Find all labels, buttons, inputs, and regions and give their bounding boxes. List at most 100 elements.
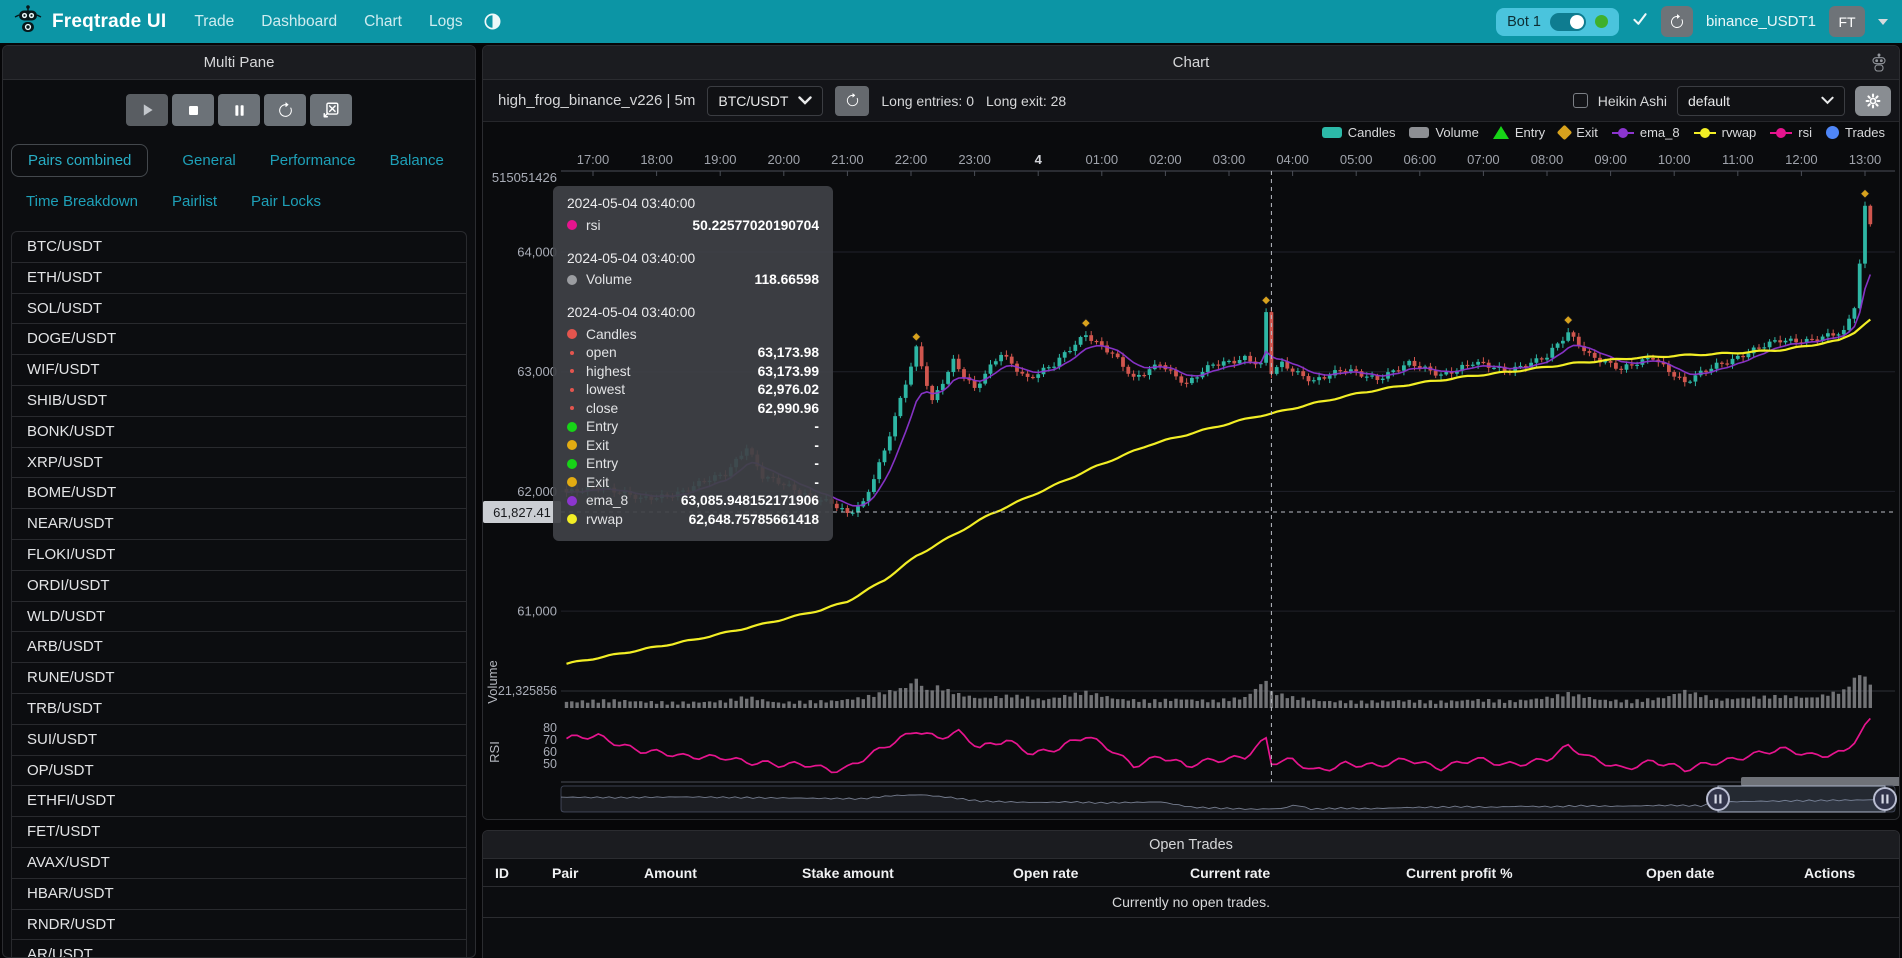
reload-button[interactable]	[264, 94, 306, 126]
legend-label: Exit	[1576, 125, 1598, 140]
plot-config-select[interactable]: default	[1677, 86, 1845, 116]
tab-pairlist[interactable]: Pairlist	[172, 186, 217, 217]
legend-item-exit[interactable]: Exit	[1559, 125, 1598, 140]
pair-row-doge[interactable]: DOGE/USDT	[12, 324, 466, 355]
plot-settings-button[interactable]	[1855, 86, 1891, 116]
chart-legend: Candles Volume Entry Exit ema_8 rvwap rsi Trade…	[1322, 125, 1885, 140]
pair-row-rune[interactable]: RUNE/USDT	[12, 663, 466, 694]
pair-row-btc[interactable]: BTC/USDT	[12, 232, 466, 263]
nav-link-logs[interactable]: Logs	[429, 13, 463, 31]
pair-row-bome[interactable]: BOME/USDT	[12, 478, 466, 509]
tooltip-row-highest: highest63,173.99	[567, 362, 819, 381]
tooltip-row-exit: Exit-	[567, 473, 819, 492]
legend-item-rvwap[interactable]: rvwap	[1694, 125, 1757, 140]
series-dot-icon	[570, 351, 574, 355]
brand[interactable]: Freqtrade UI	[14, 4, 166, 39]
pair-row-wld[interactable]: WLD/USDT	[12, 602, 466, 633]
pair-row-rndr[interactable]: RNDR/USDT	[12, 910, 466, 941]
column-header-actions: Actions	[1804, 865, 1855, 881]
close-all-panes-button[interactable]	[310, 94, 352, 126]
pair-row-near[interactable]: NEAR/USDT	[12, 509, 466, 540]
crosshair-price-badge: 61,827.41	[483, 501, 561, 523]
tab-pairs-combined[interactable]: Pairs combined	[11, 144, 148, 177]
legend-item-entry[interactable]: Entry	[1493, 125, 1545, 140]
pair-select[interactable]: BTC/USDT	[707, 86, 823, 116]
pair-row-fet[interactable]: FET/USDT	[12, 817, 466, 848]
pair-row-wif[interactable]: WIF/USDT	[12, 355, 466, 386]
tooltip-value: -	[814, 419, 819, 434]
svg-text:05:00: 05:00	[1340, 152, 1373, 167]
svg-text:515051426: 515051426	[492, 170, 557, 185]
open-trades-empty-message: Currently no open trades.	[483, 887, 1899, 918]
nav-link-trade[interactable]: Trade	[194, 13, 234, 31]
datazoom-handle-right[interactable]	[1874, 788, 1896, 810]
tooltip-label: Exit	[586, 438, 609, 453]
playback-controls	[3, 80, 475, 132]
datazoom-handle-left[interactable]	[1707, 788, 1729, 810]
series-dot-icon	[567, 440, 577, 450]
pair-row-eth[interactable]: ETH/USDT	[12, 263, 466, 294]
legend-item-rsi[interactable]: rsi	[1770, 125, 1812, 140]
chart-refresh-button[interactable]	[835, 86, 869, 116]
pair-row-hbar[interactable]: HBAR/USDT	[12, 879, 466, 910]
global-refresh-button[interactable]	[1661, 6, 1693, 37]
bot-toggle[interactable]	[1550, 13, 1586, 31]
pair-row-floki[interactable]: FLOKI/USDT	[12, 540, 466, 571]
pause-button[interactable]	[218, 94, 260, 126]
tab-time-breakdown[interactable]: Time Breakdown	[26, 186, 138, 217]
legend-item-trades[interactable]: Trades	[1826, 125, 1885, 140]
datazoom-selection[interactable]	[1718, 786, 1885, 812]
svg-text:20:00: 20:00	[768, 152, 801, 167]
tab-pair-locks[interactable]: Pair Locks	[251, 186, 321, 217]
check-icon[interactable]	[1632, 11, 1648, 32]
pair-row-op[interactable]: OP/USDT	[12, 756, 466, 787]
scrollbar-stub[interactable]	[1741, 777, 1899, 786]
nav-link-dashboard[interactable]: Dashboard	[261, 13, 337, 31]
series-dot-icon	[570, 406, 574, 410]
pair-row-arb[interactable]: ARB/USDT	[12, 632, 466, 663]
legend-label: rvwap	[1722, 125, 1757, 140]
legend-item-volume[interactable]: Volume	[1409, 125, 1478, 140]
tooltip-label: rvwap	[586, 512, 623, 527]
freqtrade-robot-logo-icon	[14, 4, 42, 39]
tooltip-value: 62,976.02	[758, 382, 819, 397]
theme-toggle-icon[interactable]	[483, 12, 502, 31]
tab-balance[interactable]: Balance	[390, 145, 444, 176]
heikin-ashi-checkbox[interactable]	[1573, 93, 1588, 108]
pair-row-ordi[interactable]: ORDI/USDT	[12, 571, 466, 602]
svg-text:23:00: 23:00	[958, 152, 991, 167]
pair-row-trb[interactable]: TRB/USDT	[12, 694, 466, 725]
tooltip-label: Exit	[586, 475, 609, 490]
bot-selector[interactable]: Bot 1	[1496, 8, 1619, 36]
stop-button[interactable]	[172, 94, 214, 126]
legend-label: ema_8	[1640, 125, 1680, 140]
nav-link-chart[interactable]: Chart	[364, 13, 402, 31]
tab-performance[interactable]: Performance	[270, 145, 356, 176]
user-menu-caret-icon[interactable]	[1878, 19, 1888, 25]
series-dot-icon	[570, 369, 574, 373]
pair-row-ar[interactable]: AR/USDT	[12, 940, 466, 958]
series-dot-icon	[567, 459, 577, 469]
pair-row-sui[interactable]: SUI/USDT	[12, 725, 466, 756]
pair-row-shib[interactable]: SHIB/USDT	[12, 386, 466, 417]
pair-row-sol[interactable]: SOL/USDT	[12, 294, 466, 325]
tooltip-row-exit: Exit-	[567, 436, 819, 455]
ema_8-line-icon	[1612, 127, 1634, 138]
pair-row-avax[interactable]: AVAX/USDT	[12, 848, 466, 879]
chart-area[interactable]: 64,00063,00062,00061,00051505142617:0018…	[483, 122, 1899, 820]
legend-item-candles[interactable]: Candles	[1322, 125, 1396, 140]
play-button[interactable]	[126, 94, 168, 126]
pair-row-bonk[interactable]: BONK/USDT	[12, 417, 466, 448]
pair-row-ethfi[interactable]: ETHFI/USDT	[12, 786, 466, 817]
series-dot-icon	[570, 388, 574, 392]
legend-item-ema_8[interactable]: ema_8	[1612, 125, 1680, 140]
tooltip-row-entry: Entry-	[567, 418, 819, 437]
svg-text:22:00: 22:00	[895, 152, 928, 167]
pair-row-xrp[interactable]: XRP/USDT	[12, 448, 466, 479]
user-avatar[interactable]: FT	[1829, 6, 1865, 37]
exit-diamond-icon	[1557, 125, 1573, 141]
tab-general[interactable]: General	[182, 145, 235, 176]
tooltip-section-3: 2024-05-04 03:40:00Candlesopen63,173.98h…	[567, 305, 819, 529]
svg-text:13:00: 13:00	[1849, 152, 1882, 167]
long-exit-label: Long exit: 28	[986, 93, 1066, 109]
